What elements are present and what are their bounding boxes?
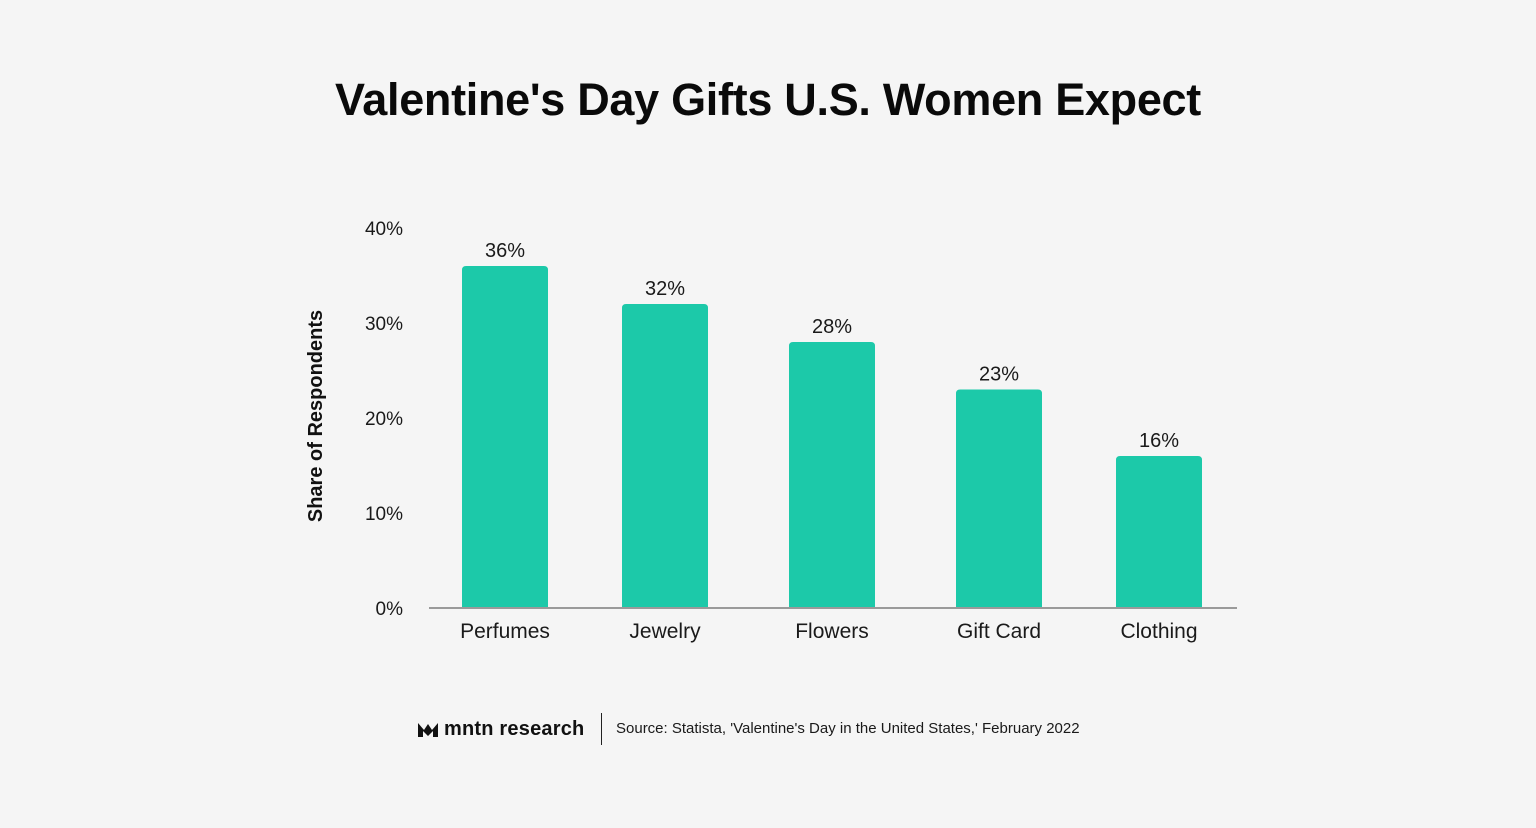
bar (622, 304, 708, 608)
x-tick-label: Gift Card (957, 620, 1041, 643)
data-label: 36% (485, 240, 525, 262)
mntn-logo-icon (418, 723, 438, 737)
y-axis-label: Share of Respondents (305, 310, 327, 522)
bar (956, 389, 1042, 608)
footer: mntn research Source: Statista, 'Valenti… (0, 712, 1536, 746)
footer-divider (601, 713, 602, 745)
chart-title: Valentine's Day Gifts U.S. Women Expect (335, 74, 1201, 125)
y-tick-label: 20% (365, 409, 403, 430)
data-label: 28% (812, 316, 852, 338)
y-tick-label: 40% (365, 219, 403, 240)
bar (1116, 456, 1202, 608)
x-axis-ticks: Perfumes Jewelry Flowers Gift Card Clothing (460, 620, 1197, 643)
y-axis-ticks: 0% 10% 20% 30% 40% (365, 219, 403, 620)
x-tick-label: Perfumes (460, 620, 550, 643)
bars: 36% 32% 28% 23% 16% (462, 240, 1202, 608)
x-tick-label: Flowers (795, 620, 869, 643)
data-label: 32% (645, 278, 685, 300)
source-note: Source: Statista, 'Valentine's Day in th… (616, 720, 1080, 737)
y-tick-label: 30% (365, 314, 403, 335)
y-tick-label: 10% (365, 504, 403, 525)
data-label: 16% (1139, 430, 1179, 452)
data-label: 23% (979, 364, 1019, 386)
brand: mntn research (418, 714, 584, 744)
x-tick-label: Clothing (1120, 620, 1197, 643)
y-tick-label: 0% (376, 599, 404, 620)
bar (789, 342, 875, 608)
x-tick-label: Jewelry (629, 620, 701, 643)
brand-name: mntn research (444, 717, 585, 740)
bar (462, 266, 548, 608)
